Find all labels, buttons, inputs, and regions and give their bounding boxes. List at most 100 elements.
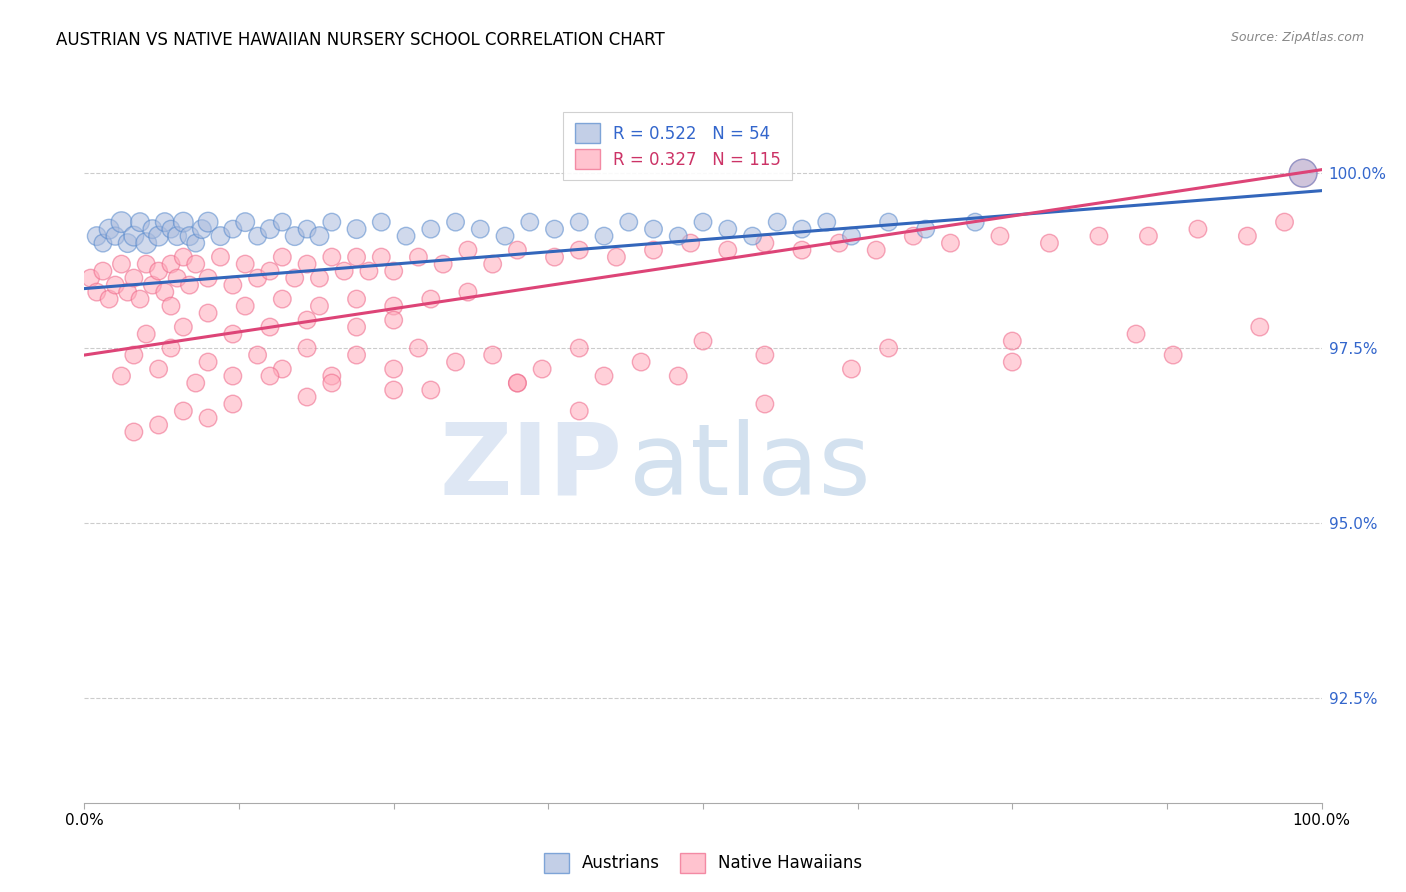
Point bbox=[160, 222, 183, 236]
Point bbox=[233, 215, 256, 229]
Point bbox=[1274, 215, 1296, 229]
Point bbox=[357, 264, 380, 278]
Point bbox=[382, 264, 405, 278]
Point bbox=[1249, 320, 1271, 334]
Point bbox=[166, 229, 188, 244]
Point bbox=[122, 425, 145, 439]
Point bbox=[308, 229, 330, 244]
Point bbox=[321, 215, 343, 229]
Point bbox=[321, 250, 343, 264]
Point bbox=[271, 362, 294, 376]
Point bbox=[543, 222, 565, 236]
Point bbox=[408, 250, 430, 264]
Point bbox=[506, 243, 529, 257]
Point bbox=[197, 215, 219, 229]
Point bbox=[988, 229, 1011, 244]
Point bbox=[754, 397, 776, 411]
Point bbox=[790, 222, 813, 236]
Point bbox=[98, 292, 121, 306]
Point bbox=[939, 236, 962, 251]
Point bbox=[129, 215, 152, 229]
Point bbox=[754, 236, 776, 251]
Point bbox=[519, 215, 541, 229]
Point bbox=[197, 306, 219, 320]
Point bbox=[457, 285, 479, 299]
Point bbox=[382, 313, 405, 327]
Point bbox=[1125, 327, 1147, 342]
Point bbox=[382, 383, 405, 397]
Point bbox=[222, 327, 245, 342]
Point bbox=[222, 222, 245, 236]
Point bbox=[117, 236, 139, 251]
Point bbox=[370, 250, 392, 264]
Point bbox=[593, 369, 616, 384]
Legend: R = 0.522   N = 54, R = 0.327   N = 115: R = 0.522 N = 54, R = 0.327 N = 115 bbox=[562, 112, 793, 180]
Point bbox=[692, 215, 714, 229]
Point bbox=[419, 292, 441, 306]
Point bbox=[666, 229, 689, 244]
Point bbox=[104, 278, 127, 293]
Point bbox=[271, 292, 294, 306]
Point bbox=[284, 229, 307, 244]
Point bbox=[184, 257, 207, 271]
Point bbox=[129, 292, 152, 306]
Point bbox=[153, 215, 176, 229]
Point bbox=[259, 222, 281, 236]
Point bbox=[284, 271, 307, 285]
Point bbox=[259, 320, 281, 334]
Point bbox=[172, 250, 194, 264]
Point bbox=[717, 222, 740, 236]
Point bbox=[308, 271, 330, 285]
Point bbox=[246, 348, 269, 362]
Point bbox=[172, 404, 194, 418]
Point bbox=[741, 229, 763, 244]
Point bbox=[135, 257, 157, 271]
Point bbox=[117, 285, 139, 299]
Point bbox=[1187, 222, 1209, 236]
Point bbox=[110, 215, 132, 229]
Point bbox=[148, 229, 170, 244]
Point bbox=[717, 243, 740, 257]
Point bbox=[1236, 229, 1258, 244]
Point bbox=[506, 376, 529, 390]
Point bbox=[184, 376, 207, 390]
Point bbox=[271, 215, 294, 229]
Point bbox=[1292, 166, 1315, 180]
Point bbox=[568, 404, 591, 418]
Point bbox=[172, 215, 194, 229]
Point bbox=[222, 397, 245, 411]
Point bbox=[148, 264, 170, 278]
Point bbox=[370, 215, 392, 229]
Point bbox=[346, 250, 368, 264]
Point bbox=[790, 243, 813, 257]
Point bbox=[643, 243, 665, 257]
Point bbox=[321, 376, 343, 390]
Point bbox=[877, 341, 900, 355]
Point bbox=[209, 229, 232, 244]
Point bbox=[457, 243, 479, 257]
Point bbox=[172, 320, 194, 334]
Point bbox=[444, 215, 467, 229]
Point bbox=[346, 222, 368, 236]
Point bbox=[222, 369, 245, 384]
Point bbox=[382, 299, 405, 313]
Point bbox=[593, 229, 616, 244]
Point bbox=[209, 250, 232, 264]
Point bbox=[197, 271, 219, 285]
Point bbox=[160, 299, 183, 313]
Point bbox=[321, 369, 343, 384]
Point bbox=[141, 278, 163, 293]
Point bbox=[494, 229, 516, 244]
Point bbox=[259, 264, 281, 278]
Point bbox=[568, 243, 591, 257]
Point bbox=[382, 362, 405, 376]
Text: ZIP: ZIP bbox=[440, 419, 623, 516]
Point bbox=[1161, 348, 1184, 362]
Point bbox=[148, 417, 170, 432]
Point bbox=[432, 257, 454, 271]
Point bbox=[295, 313, 318, 327]
Point bbox=[110, 257, 132, 271]
Point bbox=[86, 285, 108, 299]
Point bbox=[408, 341, 430, 355]
Point bbox=[766, 215, 789, 229]
